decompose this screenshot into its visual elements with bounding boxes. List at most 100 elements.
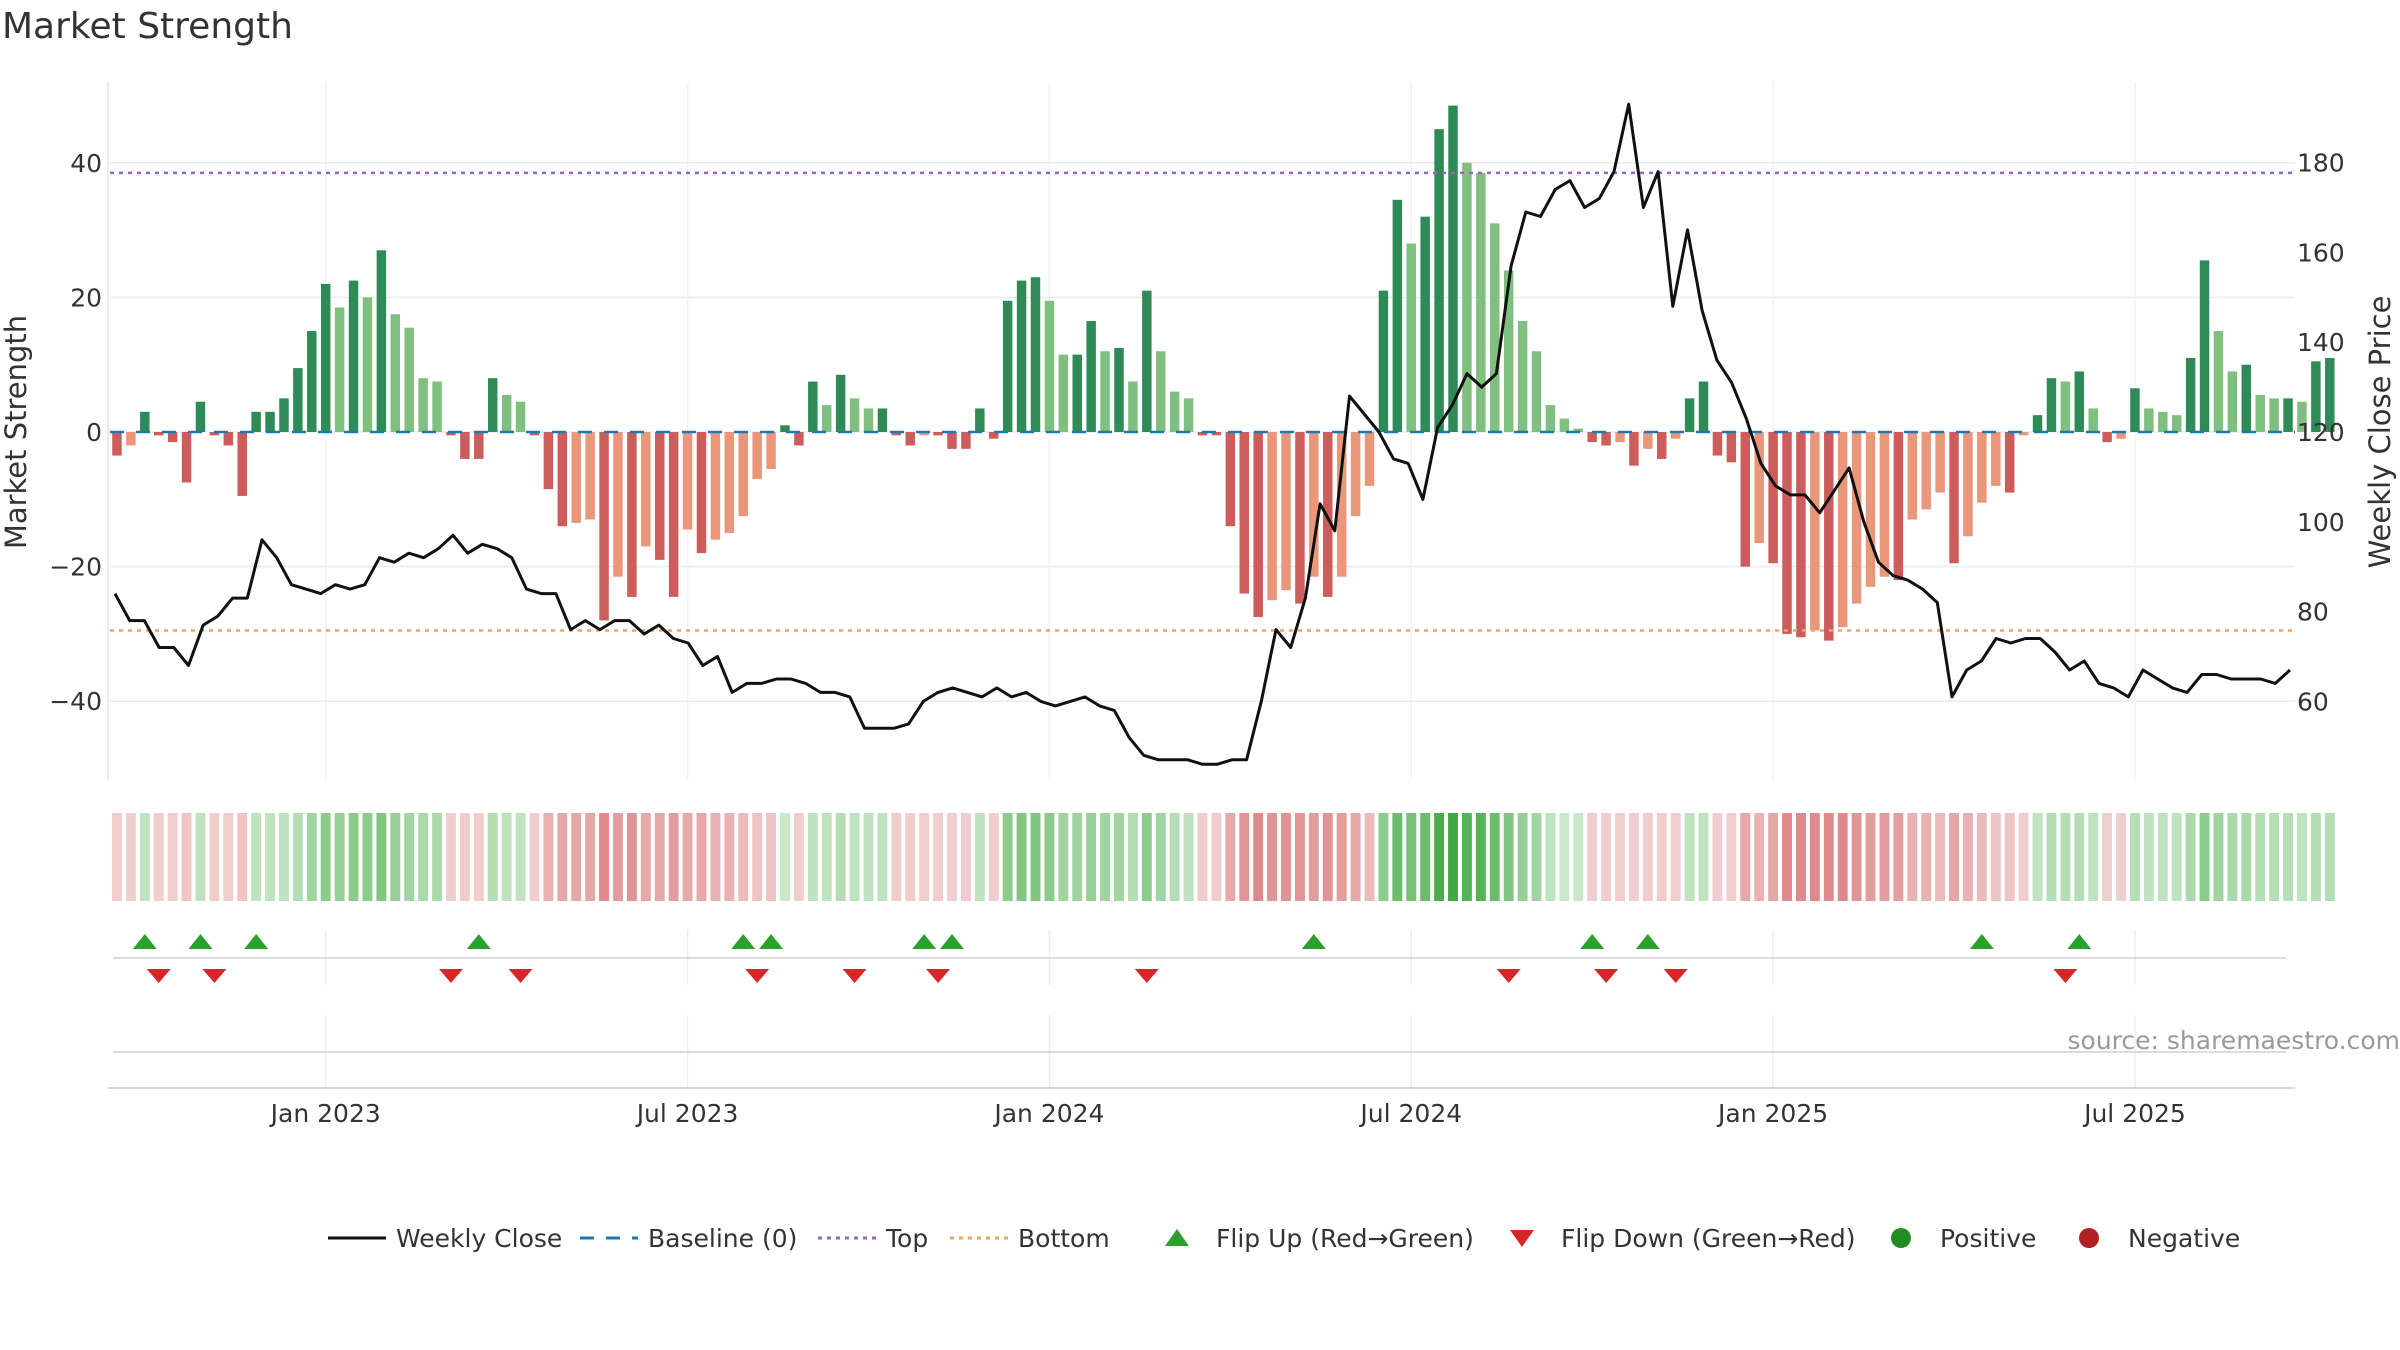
strip-cell bbox=[2088, 813, 2099, 901]
strip-cell bbox=[1072, 813, 1083, 901]
strength-bar bbox=[613, 432, 623, 577]
strength-bar bbox=[1100, 351, 1110, 432]
strength-bar bbox=[780, 425, 790, 432]
strip-cell bbox=[2269, 813, 2280, 901]
strip-cell bbox=[2255, 813, 2266, 901]
flip-down-icon bbox=[745, 969, 770, 983]
x-tick-label: Jul 2025 bbox=[2082, 1099, 2186, 1128]
strip-cell bbox=[279, 813, 289, 901]
strength-bar bbox=[1336, 432, 1347, 577]
legend-label: Positive bbox=[1940, 1224, 2036, 1253]
strip-cell bbox=[237, 813, 248, 901]
strength-bar bbox=[2102, 432, 2112, 443]
strength-bar bbox=[1420, 216, 1430, 432]
strength-heat-strip bbox=[112, 813, 2335, 901]
strength-bar bbox=[209, 432, 220, 436]
y-tick-label: 20 bbox=[70, 283, 102, 312]
strip-cell bbox=[112, 813, 122, 901]
strip-cell bbox=[1782, 813, 1792, 901]
strip-cell bbox=[1225, 813, 1236, 901]
strength-bar bbox=[140, 411, 150, 432]
strip-cell bbox=[1656, 813, 1667, 901]
strength-bar bbox=[668, 432, 679, 597]
strip-cell bbox=[1670, 813, 1681, 901]
strip-cell bbox=[487, 813, 498, 901]
strength-bar bbox=[1684, 398, 1695, 432]
chart-title: Market Strength bbox=[2, 6, 293, 47]
strip-cell bbox=[1183, 813, 1194, 901]
strength-bar bbox=[877, 408, 888, 432]
legend-label: Bottom bbox=[1018, 1224, 1110, 1253]
strip-cell bbox=[1475, 813, 1486, 901]
strip-cell bbox=[501, 813, 512, 901]
strip-cell bbox=[251, 813, 262, 901]
strip-cell bbox=[2199, 813, 2210, 901]
strip-cell bbox=[153, 813, 164, 901]
strength-bar bbox=[1281, 432, 1291, 591]
strip-cell bbox=[195, 813, 206, 901]
y2-axis-label: Weekly Close Price bbox=[2363, 296, 2397, 569]
strength-bar bbox=[1810, 432, 1820, 631]
strip-cell bbox=[390, 813, 401, 901]
x-tick-label: Jan 2023 bbox=[269, 1099, 381, 1128]
strip-cell bbox=[2116, 813, 2126, 901]
strip-cell bbox=[1684, 813, 1695, 901]
strip-cell bbox=[320, 813, 331, 901]
strip-cell bbox=[348, 813, 359, 901]
strength-bar bbox=[571, 432, 581, 523]
strength-bar bbox=[975, 408, 985, 432]
strength-bar bbox=[1406, 243, 1416, 432]
legend-label: Flip Down (Green→Red) bbox=[1561, 1224, 1856, 1253]
strip-cell bbox=[2004, 813, 2015, 901]
strip-cell bbox=[1795, 813, 1806, 901]
strength-bar bbox=[1114, 347, 1124, 432]
strength-bar bbox=[1949, 432, 1959, 564]
flip-up-icon bbox=[466, 934, 491, 949]
strip-cell bbox=[585, 813, 596, 901]
strip-cell bbox=[974, 813, 985, 901]
strip-cell bbox=[1879, 813, 1890, 901]
strength-bar bbox=[752, 432, 762, 480]
strip-cell bbox=[1949, 813, 1959, 901]
strength-bar bbox=[2074, 371, 2085, 432]
strip-cell bbox=[1559, 813, 1570, 901]
strip-cell bbox=[362, 813, 373, 901]
strip-cell bbox=[877, 813, 888, 901]
strip-cell bbox=[571, 813, 582, 901]
legend-label: Negative bbox=[2128, 1224, 2240, 1253]
strip-cell bbox=[1267, 813, 1278, 901]
strength-bar bbox=[279, 398, 289, 432]
strength-bar bbox=[1392, 199, 1403, 432]
strength-bar bbox=[112, 432, 122, 456]
strength-bar bbox=[724, 432, 735, 533]
strip-cell bbox=[139, 813, 150, 901]
strip-cell bbox=[599, 813, 610, 901]
strip-cell bbox=[1114, 813, 1124, 901]
strength-bar bbox=[474, 432, 484, 459]
strength-bar bbox=[2158, 411, 2168, 432]
y-tick-label: 40 bbox=[70, 149, 102, 178]
strip-cell bbox=[2310, 813, 2321, 901]
x-tick-label: Jan 2025 bbox=[1716, 1099, 1828, 1128]
strength-bar bbox=[1086, 320, 1096, 432]
strength-bar bbox=[1253, 432, 1263, 618]
strength-bar bbox=[293, 368, 303, 432]
strength-bar bbox=[195, 401, 206, 432]
strip-cell bbox=[766, 813, 777, 901]
strength-bar bbox=[710, 432, 721, 540]
strip-cell bbox=[780, 813, 790, 901]
legend-label: Flip Up (Red→Green) bbox=[1216, 1224, 1474, 1253]
strength-bar bbox=[599, 432, 609, 621]
strip-cell bbox=[668, 813, 679, 901]
strip-cell bbox=[1921, 813, 1932, 901]
strength-bar bbox=[2116, 432, 2126, 439]
flip-up-icon bbox=[1969, 934, 1994, 949]
strip-cell bbox=[613, 813, 623, 901]
strip-cell bbox=[807, 813, 818, 901]
flip-up-icon bbox=[1580, 934, 1605, 949]
strength-bar bbox=[919, 432, 929, 436]
strip-cell bbox=[1823, 813, 1834, 901]
strength-bar bbox=[1991, 432, 2001, 486]
strength-bar bbox=[1267, 432, 1277, 601]
strip-cell bbox=[1740, 813, 1751, 901]
